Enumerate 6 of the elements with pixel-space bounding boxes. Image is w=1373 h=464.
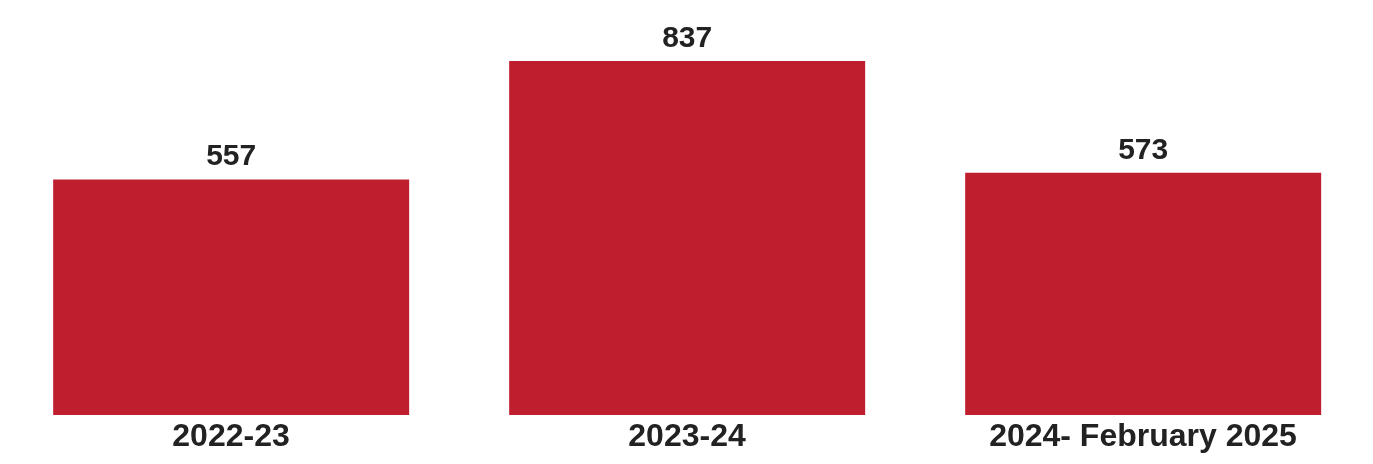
data-label: 573: [1118, 131, 1169, 165]
x-tick-label: 2024- February 2025: [989, 416, 1297, 453]
data-label: 837: [662, 20, 713, 53]
x-tick-label: 2023-24: [628, 416, 746, 453]
x-tick-label: 2022-23: [172, 416, 290, 453]
data-label: 557: [206, 138, 257, 172]
